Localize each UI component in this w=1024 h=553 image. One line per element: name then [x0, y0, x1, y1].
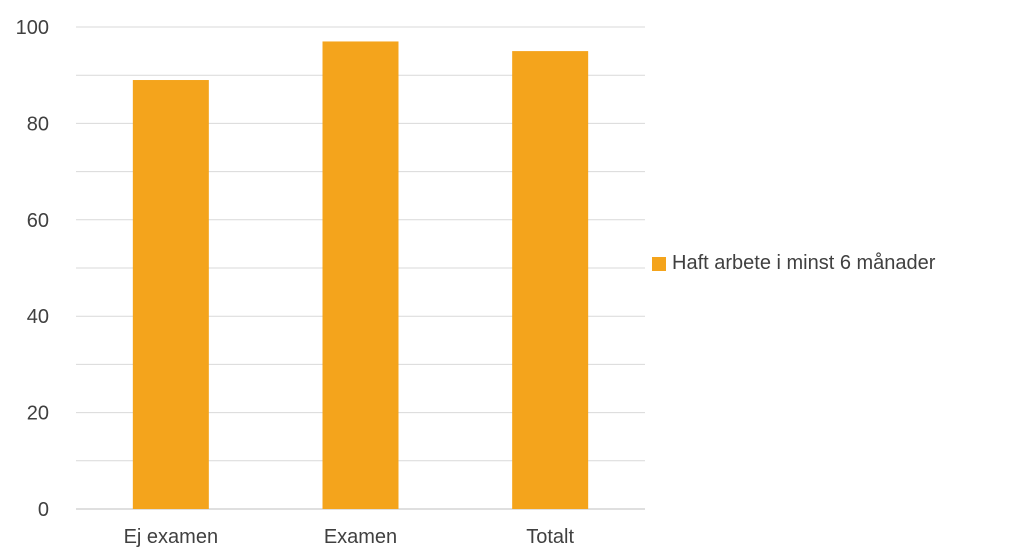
bar — [132, 80, 209, 510]
legend-label: Haft arbete i minst 6 månader — [672, 252, 936, 274]
bars — [132, 41, 589, 510]
y-tick-label: 40 — [27, 306, 49, 328]
x-category-label: Ej examen — [124, 526, 219, 548]
y-tick-label: 100 — [16, 17, 49, 39]
y-tick-label: 20 — [27, 403, 49, 425]
y-tick-label: 0 — [38, 499, 49, 521]
x-category-label: Examen — [324, 526, 397, 548]
legend: Haft arbete i minst 6 månader — [652, 252, 935, 275]
x-category-label: Totalt — [526, 526, 574, 548]
bar — [322, 41, 399, 510]
legend-swatch — [652, 256, 666, 271]
y-tick-label: 60 — [27, 210, 49, 232]
bar — [512, 51, 589, 509]
y-tick-label: 80 — [27, 113, 49, 135]
x-axis-categories: Ej examen Examen Totalt — [124, 526, 575, 548]
y-axis-ticks: 0 20 40 60 80 100 — [16, 17, 49, 521]
